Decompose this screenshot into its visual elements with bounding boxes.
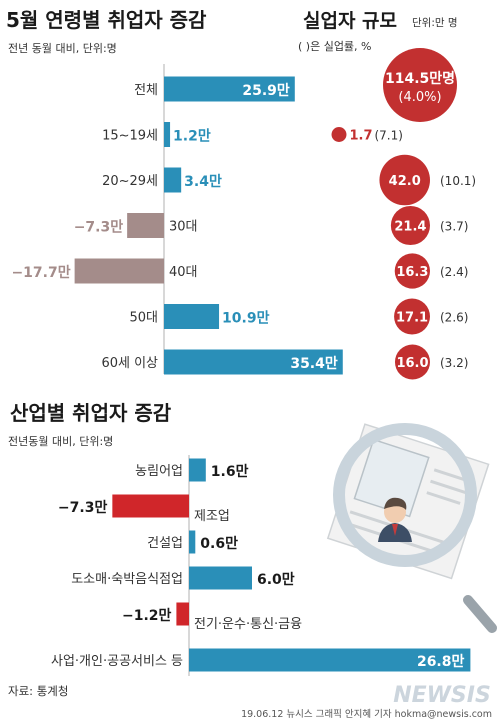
- industry-category-label: 건설업: [147, 536, 183, 551]
- industry-value-label: 0.6만: [200, 536, 238, 552]
- industry-bar: [189, 648, 471, 672]
- industry-value-label: 26.8만: [417, 654, 465, 670]
- age-bar: [74, 258, 164, 284]
- age-value-label: 10.9만: [222, 311, 270, 327]
- unemployment-value-label: 1.7: [349, 129, 372, 144]
- section1-subtitle: 전년 동월 대비, 단위:명: [8, 42, 117, 55]
- unemployment-bubble: [390, 205, 430, 246]
- unemployment-rate-label: (10.1): [440, 174, 476, 188]
- age-bar: [164, 304, 220, 329]
- unemployment-value-label: 114.5만명: [385, 70, 455, 87]
- credit-label: 19.06.12 뉴시스 그래픽 안지혜 기자 hokma@newsis.com: [241, 708, 492, 720]
- unemployment-value-label: 42.0: [389, 174, 421, 189]
- age-category-label: 50대: [129, 311, 158, 326]
- person-icon: [378, 497, 412, 542]
- age-bars: 전체 25.9만 15~19세 1.2만 20~29세 3.4만 30대 −7.3만 40대 −1…: [11, 76, 343, 375]
- magnifier-illustration: [326, 423, 497, 633]
- source-label: 자료: 통계청: [8, 684, 68, 698]
- unemployment-rate-label: (2.4): [440, 265, 468, 279]
- industry-category-label: 도소매·숙박음식점업: [71, 572, 183, 587]
- unemployment-value-label: 21.4: [394, 220, 426, 235]
- document-illustration: [326, 423, 490, 580]
- magnifier-handle: [463, 595, 497, 633]
- unemployment-rate-label: (4.0%): [398, 90, 441, 105]
- unemployment-bubble: [394, 344, 430, 380]
- industry-value-label: 6.0만: [257, 572, 295, 588]
- watermark-logo: NEWSIS: [393, 683, 491, 708]
- magnifier-lens-ring: [333, 423, 477, 567]
- age-value-label: −17.7만: [11, 265, 70, 281]
- age-bar: [127, 213, 164, 238]
- industry-category-label: 사업·개인·공공서비스 등: [51, 654, 183, 669]
- unemployment-rate-label: (2.6): [440, 311, 468, 325]
- unemployment-value-label: 16.0: [396, 356, 428, 371]
- age-category-label: 전체: [134, 83, 158, 98]
- industry-bar: [189, 530, 196, 554]
- unemployment-value-label: 16.3: [396, 265, 428, 280]
- age-bar: [164, 76, 295, 102]
- age-value-label: −7.3만: [74, 220, 124, 236]
- industry-bar: [189, 458, 206, 482]
- unemployment-rate-label: (7.1): [374, 129, 402, 143]
- unemployment-bubbles: 114.5만명 (4.0%) 1.7 (7.1) 42.0 (10.1) 21.4 (3.7)…: [331, 48, 476, 380]
- age-value-label: 25.9만: [242, 83, 290, 99]
- age-value-label: 1.2만: [173, 129, 211, 145]
- unemployment-bubble: [394, 298, 431, 335]
- unemployment-bubble: [383, 48, 457, 122]
- unemployment-bubble: [331, 127, 347, 142]
- unemployment-value-label: 17.1: [396, 311, 428, 326]
- industry-bar: [189, 566, 252, 590]
- unemployment-title: 실업자 규모: [303, 10, 397, 32]
- unemployment-bubble: [379, 154, 430, 206]
- industry-bar: [176, 602, 189, 626]
- unemployment-bubble: [394, 253, 430, 289]
- age-category-label: 20~29세: [102, 174, 158, 189]
- age-category-label: 60세 이상: [101, 356, 158, 371]
- age-category-label: 30대: [169, 220, 198, 235]
- industry-bar: [112, 494, 189, 518]
- unemployment-note: ( )은 실업률, %: [298, 40, 372, 53]
- age-value-label: 3.4만: [184, 174, 222, 190]
- industry-category-label: 전기·운수·통신·금융: [194, 617, 302, 632]
- industry-value-label: −7.3만: [58, 500, 108, 516]
- unemployment-rate-label: (3.2): [440, 356, 468, 370]
- industry-value-label: 1.6만: [211, 464, 249, 480]
- industry-category-label: 농림어업: [135, 464, 183, 479]
- age-value-label: 35.4만: [290, 356, 338, 372]
- age-category-label: 15~19세: [102, 129, 158, 144]
- age-bar: [164, 349, 343, 375]
- section2-subtitle: 전년동월 대비, 단위:명: [8, 435, 113, 448]
- section1-title: 5월 연령별 취업자 증감: [6, 8, 207, 32]
- industry-category-label: 제조업: [194, 509, 230, 524]
- age-bar: [164, 122, 171, 147]
- section2-title: 산업별 취업자 증감: [10, 401, 172, 425]
- unemployment-unit: 단위:만 명: [412, 16, 458, 29]
- industry-value-label: −1.2만: [122, 608, 172, 624]
- age-bar: [164, 167, 182, 193]
- unemployment-rate-label: (3.7): [440, 220, 468, 234]
- age-category-label: 40대: [169, 265, 198, 280]
